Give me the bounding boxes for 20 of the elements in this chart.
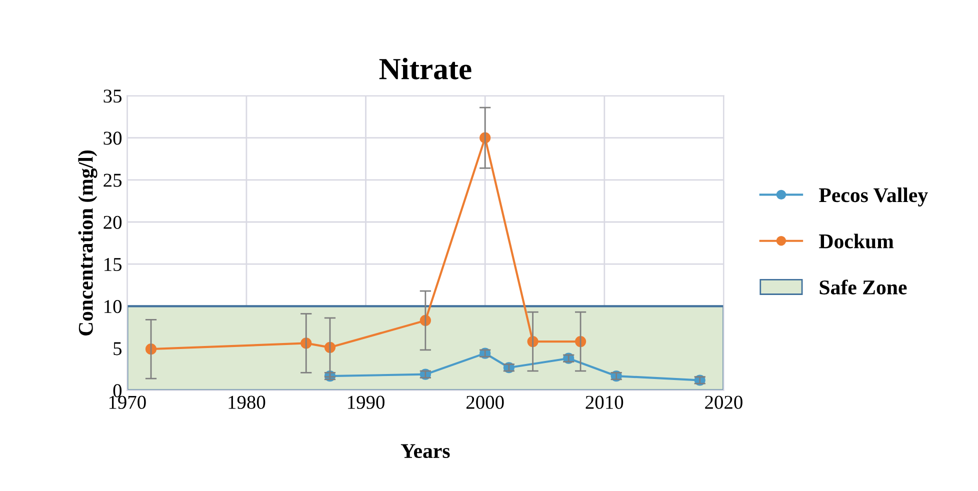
y-tick-label: 10 bbox=[104, 300, 122, 314]
x-tick-label: 1970 bbox=[109, 396, 146, 409]
y-tick-label: 5 bbox=[114, 342, 122, 356]
x-tick-label: 2010 bbox=[586, 396, 624, 409]
y-axis-title: Concentration (mg/l) bbox=[78, 150, 98, 336]
legend-label: Safe Zone bbox=[820, 280, 907, 294]
legend-label: Dockum bbox=[819, 234, 894, 248]
x-tick-label: 1980 bbox=[228, 396, 266, 409]
y-tick-label: 20 bbox=[104, 216, 122, 229]
y-tick-label: 0 bbox=[113, 384, 122, 398]
x-tick-label: 2000 bbox=[466, 396, 504, 409]
x-tick-label: 2020 bbox=[705, 396, 742, 409]
x-axis-title: Years bbox=[400, 444, 450, 458]
y-tick-label: 15 bbox=[104, 258, 122, 272]
y-tick-label: 35 bbox=[104, 90, 122, 103]
legend-label: Pecos Valley bbox=[819, 188, 928, 206]
y-tick-label: 25 bbox=[104, 174, 122, 187]
x-tick-label: 1990 bbox=[348, 396, 384, 409]
y-tick-label: 30 bbox=[104, 132, 122, 145]
chart-title: Nitrate bbox=[379, 58, 472, 80]
